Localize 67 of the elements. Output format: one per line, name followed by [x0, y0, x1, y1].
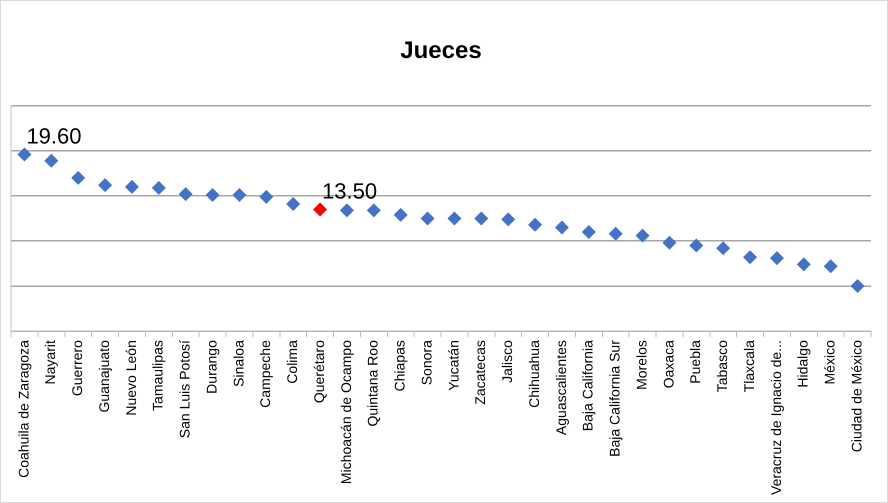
point	[340, 203, 354, 218]
point	[582, 224, 596, 239]
x-tick-label: Chiapas	[392, 340, 408, 392]
x-tick-label: San Luis Potosí	[176, 340, 193, 438]
x-tick-label: Querétaro	[310, 340, 327, 404]
point	[420, 211, 435, 226]
x-tick-label: Durango	[203, 340, 220, 394]
point	[474, 211, 488, 226]
x-tick-label: Hidalgo	[794, 340, 811, 388]
point	[259, 190, 274, 204]
x-tick-label: Chihuahua	[526, 340, 542, 408]
x-tick-label: Michoacán de Ocampo	[338, 340, 354, 484]
point	[824, 259, 838, 274]
point	[743, 250, 758, 264]
point	[206, 188, 220, 202]
x-tick-label: Campeche	[257, 340, 274, 408]
point	[44, 154, 58, 168]
point	[528, 218, 542, 232]
point	[286, 197, 300, 212]
x-tick-label: Ciudad de México	[848, 340, 864, 452]
point	[554, 220, 569, 234]
x-tick-label: Nuevo León	[122, 340, 139, 416]
data-label: 19.60	[26, 124, 82, 149]
x-tick-label: Morelos	[633, 340, 650, 390]
point	[71, 170, 86, 185]
point	[689, 238, 704, 252]
x-tick-label: Colima	[284, 340, 300, 384]
data-label: 13.50	[322, 178, 378, 204]
x-tick-label: Tabasco	[714, 340, 730, 392]
point	[394, 208, 408, 222]
point	[313, 202, 328, 216]
x-tick-label: Nayarit	[42, 340, 58, 384]
x-tick-label: México	[822, 340, 838, 384]
x-tick-label: Puebla	[687, 340, 704, 384]
point	[850, 279, 865, 294]
x-tick-label: Baja California	[580, 340, 596, 432]
point	[152, 180, 166, 195]
x-tick-label: Quintana Roo	[364, 340, 381, 427]
x-tick-label: Aguascalientes	[552, 340, 569, 436]
x-tick-label: Zacatecas	[472, 340, 488, 405]
point	[124, 180, 139, 194]
x-tick-label: Oaxaca	[660, 340, 676, 388]
x-tick-label: Tlaxcala	[740, 340, 757, 392]
x-tick-label: Yucatán	[445, 340, 462, 391]
point	[796, 257, 811, 272]
x-tick-label: Guerrero	[69, 340, 86, 396]
x-tick-label: Tamaulipas	[150, 340, 166, 411]
chart-title: Jueces	[400, 37, 482, 64]
point	[17, 147, 32, 162]
point	[608, 226, 623, 241]
point	[98, 178, 112, 192]
point	[636, 228, 650, 243]
point	[501, 212, 516, 226]
x-tick-label: Sinaloa	[230, 340, 246, 387]
point	[232, 188, 246, 202]
x-tick-label: Jalisco	[499, 340, 516, 383]
point	[366, 203, 381, 218]
x-tick-label: Guanajuato	[96, 340, 112, 413]
point	[447, 211, 462, 226]
point	[716, 241, 730, 256]
point	[178, 187, 193, 202]
x-tick-label: Veracruz de Ignacio de...	[768, 340, 784, 495]
point	[662, 236, 676, 250]
x-tick-label: Coahuila de Zaragoza	[15, 340, 32, 478]
x-tick-label: Sonora	[418, 340, 434, 386]
x-tick-label: Baja California Sur	[606, 340, 623, 457]
point	[770, 251, 784, 266]
